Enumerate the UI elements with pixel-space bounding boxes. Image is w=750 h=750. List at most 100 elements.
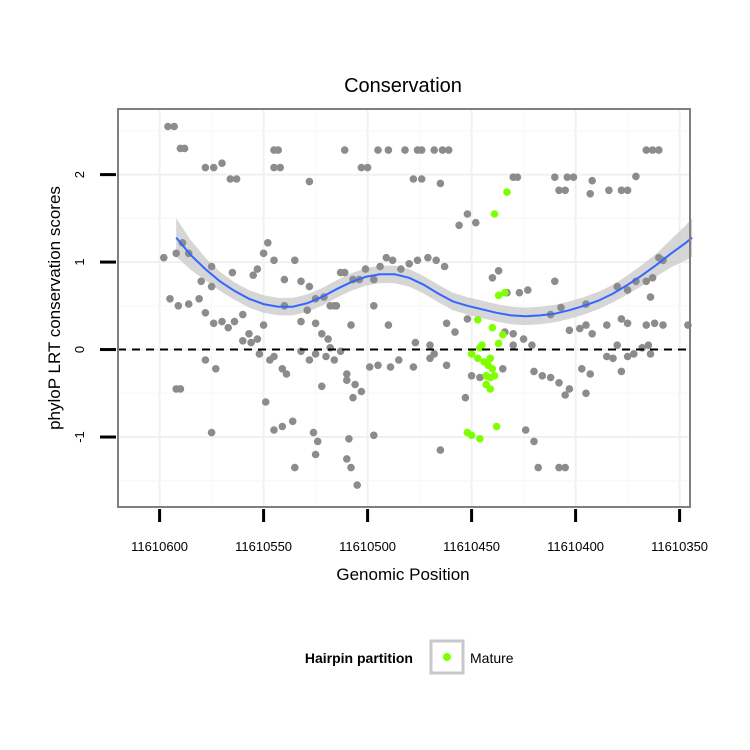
data-point — [630, 350, 638, 358]
mature-point — [486, 385, 495, 393]
data-point — [330, 356, 339, 364]
data-point — [340, 268, 349, 277]
data-point — [613, 341, 621, 350]
data-point — [282, 370, 291, 378]
data-point — [365, 363, 374, 371]
data-point — [642, 277, 651, 286]
mature-points — [463, 188, 511, 443]
data-point — [476, 373, 484, 382]
data-point — [270, 426, 278, 434]
data-point — [509, 341, 517, 350]
data-point — [209, 163, 218, 172]
legend-label-mature: Mature — [470, 650, 514, 666]
data-point — [249, 271, 257, 280]
data-point — [255, 350, 264, 358]
data-point — [374, 361, 382, 370]
data-point — [569, 173, 578, 181]
data-point — [534, 463, 542, 472]
data-point — [311, 350, 320, 358]
data-point — [650, 319, 659, 328]
plot-border — [117, 108, 691, 508]
data-point — [561, 463, 569, 472]
data-point — [588, 330, 596, 338]
data-point — [617, 186, 626, 195]
data-point — [291, 256, 299, 265]
data-point — [530, 437, 538, 446]
data-point — [212, 365, 220, 373]
data-point — [347, 463, 355, 472]
data-point — [184, 300, 193, 308]
data-point — [444, 146, 453, 154]
mature-point — [492, 422, 501, 431]
x-axis-title: Genomic Position — [336, 565, 469, 584]
data-point — [305, 356, 314, 364]
mature-point — [488, 323, 497, 332]
data-point — [424, 253, 432, 262]
data-point — [224, 323, 232, 332]
data-point — [291, 463, 299, 472]
data-point — [546, 373, 555, 382]
data-point — [659, 321, 667, 329]
data-points — [160, 122, 692, 489]
data-point — [509, 330, 517, 338]
data-point — [617, 367, 626, 376]
data-point — [330, 302, 339, 310]
data-point — [565, 326, 574, 335]
data-point — [170, 122, 178, 131]
data-point — [270, 163, 278, 172]
data-point — [623, 286, 632, 294]
data-point — [226, 175, 235, 183]
data-point — [655, 146, 663, 154]
data-point — [270, 352, 278, 361]
data-point — [632, 172, 640, 181]
data-point — [586, 370, 594, 378]
chart-title: Conservation — [344, 75, 462, 97]
data-point — [442, 319, 451, 328]
x-axis: 11610600 11610550 11610500 11610450 11610400… — [131, 509, 708, 554]
data-point — [303, 306, 312, 315]
data-point — [563, 173, 572, 181]
data-point — [207, 262, 216, 271]
data-point — [270, 256, 278, 265]
data-point — [432, 256, 441, 265]
data-point — [174, 302, 183, 310]
data-point — [309, 428, 318, 437]
data-point — [230, 317, 239, 326]
data-point — [461, 393, 470, 402]
data-point — [430, 146, 439, 154]
data-point — [370, 275, 378, 284]
data-point — [264, 239, 272, 247]
data-point — [363, 163, 372, 172]
data-point — [351, 380, 359, 389]
mature-point — [476, 344, 484, 352]
data-point — [494, 267, 503, 275]
data-point — [311, 450, 320, 459]
data-point — [345, 435, 353, 443]
data-point — [401, 146, 409, 154]
data-point — [463, 210, 472, 218]
data-point — [349, 393, 357, 402]
legend: Hairpin partition Mature — [305, 639, 514, 675]
data-point — [253, 265, 262, 273]
data-point — [524, 286, 532, 294]
mature-point — [486, 354, 495, 363]
data-point — [530, 367, 538, 376]
data-point — [409, 363, 418, 371]
data-point — [648, 146, 657, 154]
y-axis: -1 0 1 2 — [72, 171, 116, 443]
mature-point — [499, 330, 507, 339]
mature-point — [490, 210, 499, 218]
data-point — [555, 379, 563, 387]
data-point — [413, 256, 422, 265]
data-point — [209, 319, 218, 328]
data-point — [561, 186, 569, 195]
mature-point — [494, 339, 503, 348]
mature-point — [474, 316, 482, 324]
data-point — [442, 361, 451, 370]
data-point — [538, 372, 547, 380]
data-point — [207, 282, 216, 291]
data-point — [613, 282, 621, 291]
data-point — [603, 352, 611, 361]
mature-point — [467, 350, 476, 358]
